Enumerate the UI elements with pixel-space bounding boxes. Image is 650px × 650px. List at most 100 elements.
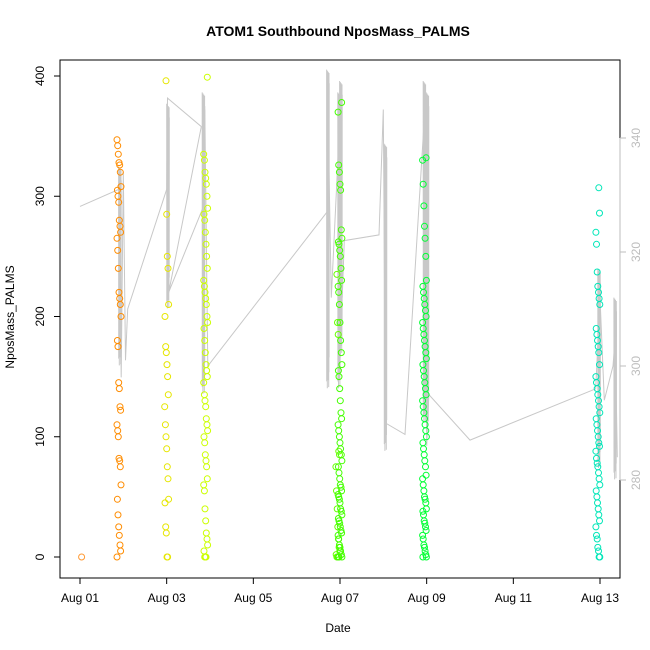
data-point [161, 499, 169, 507]
data-point [336, 397, 344, 405]
data-point [115, 385, 123, 393]
data-point [201, 228, 209, 236]
x-tick-label: Aug 03 [148, 591, 186, 605]
data-point [596, 361, 603, 369]
data-point [116, 403, 124, 411]
data-point [419, 282, 427, 290]
data-point [164, 373, 172, 381]
data-point [116, 463, 124, 471]
data-point [338, 457, 346, 465]
data-point [594, 463, 602, 471]
data-point [419, 180, 427, 188]
data-point [164, 475, 172, 483]
data-point [161, 403, 169, 411]
data-point [336, 180, 344, 188]
right-tick-label: 320 [629, 242, 643, 262]
data-point [115, 379, 123, 387]
data-point [596, 442, 603, 450]
right-tick-label: 280 [629, 470, 643, 490]
data-point [338, 415, 346, 423]
data-point [594, 282, 602, 290]
data-point [203, 373, 211, 381]
data-point [595, 469, 602, 477]
data-point [334, 491, 342, 498]
data-point [161, 313, 169, 320]
data-point [593, 454, 600, 462]
data-point [162, 523, 170, 531]
data-point [421, 457, 429, 465]
data-point [201, 337, 209, 344]
data-point [422, 527, 430, 534]
data-point [593, 493, 601, 501]
data-point [203, 535, 211, 543]
data-point [335, 535, 343, 543]
data-point [114, 264, 122, 272]
data-point [592, 228, 600, 236]
x-tick-label: Aug 07 [321, 591, 359, 605]
data-point [420, 202, 428, 210]
data-point [163, 463, 171, 471]
data-point [114, 150, 122, 158]
data-point [165, 495, 173, 503]
data-point [335, 427, 343, 435]
data-point [203, 252, 211, 260]
scatter-points-layer [78, 73, 604, 561]
data-point [337, 337, 345, 344]
y-tick-label: 300 [33, 186, 47, 206]
data-point [334, 238, 342, 246]
x-tick-label: Aug 11 [495, 591, 532, 605]
y-tick-label: 400 [33, 66, 47, 86]
x-tick-label: Aug 01 [61, 591, 99, 605]
data-point [419, 439, 427, 447]
data-point [203, 475, 211, 483]
data-point [162, 529, 170, 537]
data-point [162, 433, 170, 441]
data-point [200, 547, 208, 555]
data-point [337, 349, 345, 357]
data-point [163, 445, 171, 453]
data-point [164, 264, 172, 272]
x-tick-label: Aug 05 [234, 591, 272, 605]
data-point [201, 349, 209, 357]
series-spike [339, 80, 343, 355]
data-point [592, 373, 600, 381]
data-point [335, 433, 343, 441]
line-series-layer [79, 69, 618, 480]
data-point [422, 551, 430, 559]
data-point [336, 475, 344, 483]
data-point [337, 551, 345, 559]
chart-title: ATOM1 Southbound NposMass_PALMS [206, 23, 470, 39]
data-point [592, 325, 600, 332]
data-point [420, 445, 427, 453]
data-point [162, 349, 170, 357]
data-point [114, 246, 122, 254]
data-point [422, 276, 430, 284]
data-point [202, 240, 210, 248]
data-point [419, 475, 427, 483]
data-point [422, 427, 430, 435]
data-point [594, 505, 602, 513]
data-point [596, 517, 603, 525]
data-point [204, 204, 212, 212]
data-point [419, 481, 427, 489]
data-point [202, 457, 210, 465]
data-point [200, 210, 208, 218]
x-tick-label: Aug 13 [581, 591, 619, 605]
data-point [419, 319, 427, 326]
data-point [336, 385, 344, 393]
data-point [202, 403, 210, 411]
data-point [595, 475, 603, 483]
y-axis-right: 280 300 320 340 [619, 128, 643, 490]
y-tick-label: 100 [33, 426, 47, 446]
data-point [115, 531, 123, 539]
data-point [161, 421, 169, 429]
data-point [78, 553, 86, 561]
data-point [201, 439, 209, 447]
data-point [202, 361, 210, 369]
data-point [200, 433, 208, 441]
data-point [115, 288, 123, 296]
y-axis-left: 0 100 200 300 400 [33, 66, 60, 560]
data-point [334, 282, 342, 290]
data-point [201, 397, 209, 405]
